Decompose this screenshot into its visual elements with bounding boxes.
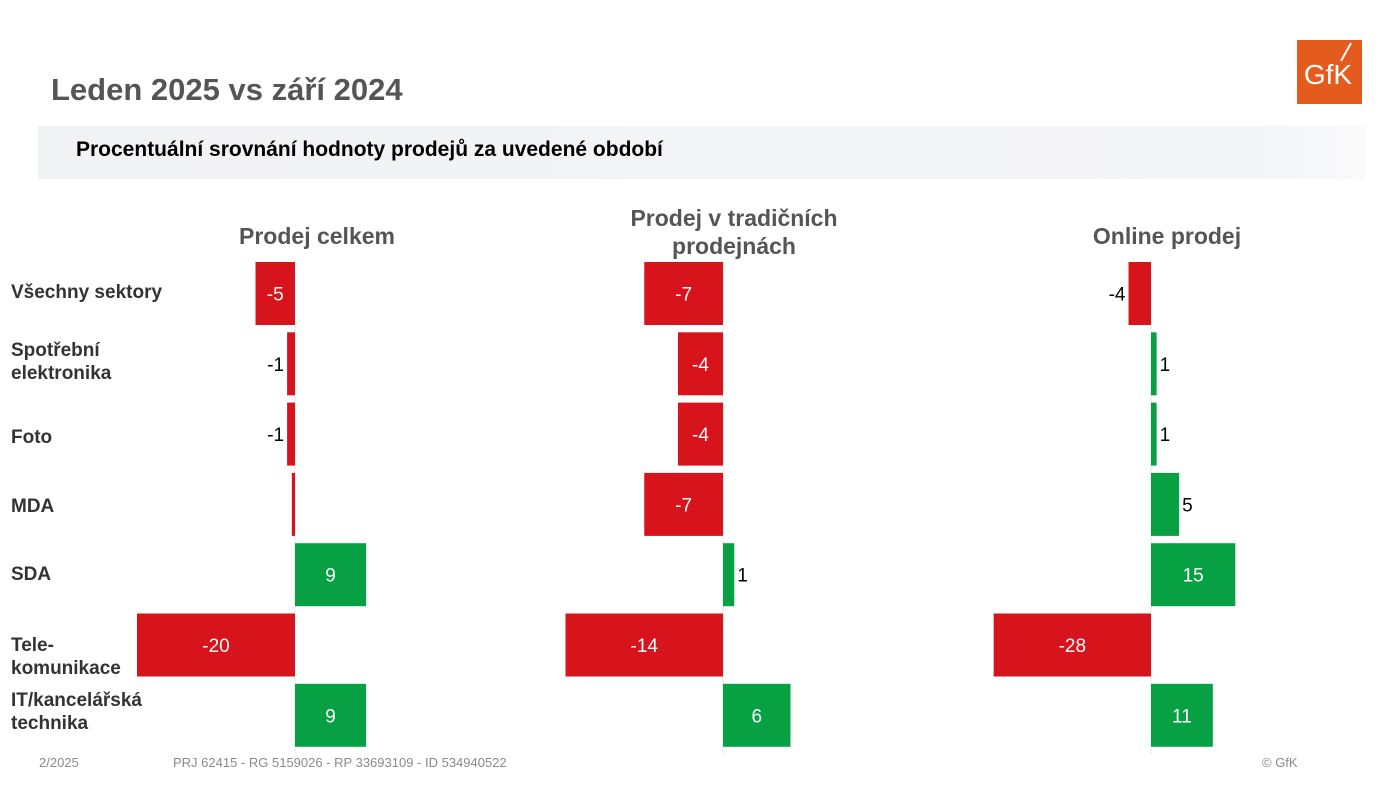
data-label-stores-4: 1 <box>737 566 748 587</box>
data-label-total-0: -5 <box>267 285 284 306</box>
chart-title-total: Prodej celkem <box>239 223 395 249</box>
footer-copyright: © GfK <box>1262 755 1298 770</box>
bar-stores-4 <box>723 543 735 607</box>
data-label-total-5: -20 <box>202 636 229 657</box>
data-label-online-4: 15 <box>1183 566 1204 587</box>
bar-stores-1 <box>678 332 723 396</box>
bar-online-6 <box>1151 683 1213 747</box>
data-label-stores-0: -7 <box>675 285 692 306</box>
page-title: Leden 2025 vs září 2024 <box>51 72 403 107</box>
row-label-mda: MDA <box>11 496 55 517</box>
bar-stores-3 <box>644 472 723 536</box>
data-label-online-3: 5 <box>1182 495 1193 516</box>
data-label-stores-1: -4 <box>692 355 709 376</box>
bar-online-4 <box>1151 543 1236 607</box>
data-label-stores-6: 6 <box>751 706 762 727</box>
bar-stores-6 <box>723 683 791 747</box>
footer-project-id: PRJ 62415 - RG 5159026 - RP 33693109 - I… <box>173 755 507 770</box>
bar-total-6 <box>295 683 367 747</box>
bar-stores-5 <box>565 613 723 677</box>
logo-text: GfK <box>1304 59 1353 90</box>
bar-online-1 <box>1151 332 1157 396</box>
row-label-consumer-electronics: Spotřební elektronika <box>11 340 112 384</box>
chart-stores: -7 -4 -4 -7 1 -14 6 <box>565 260 791 755</box>
data-label-online-1: 1 <box>1160 355 1171 376</box>
chart-total: -5 -1 -1 9 -20 9 <box>137 260 367 755</box>
footer-date: 2/2025 <box>39 755 79 770</box>
page-subtitle: Procentuální srovnání hodnoty prodejů za… <box>76 138 663 161</box>
bar-total-2 <box>287 402 295 466</box>
data-label-online-2: 1 <box>1160 425 1171 446</box>
chart-title-online: Online prodej <box>1092 223 1242 249</box>
bar-online-0 <box>1128 262 1151 325</box>
row-label-telecom: Tele- komunikace <box>11 635 121 679</box>
bar-stores-2 <box>678 402 723 466</box>
chart-title-stores: Prodej v tradičních prodejnách <box>630 205 838 259</box>
data-label-total-4: 9 <box>325 566 336 587</box>
data-label-total-1: -1 <box>267 355 284 376</box>
subtitle-band <box>38 126 1365 179</box>
row-label-sda: SDA <box>11 564 52 585</box>
bar-total-0 <box>255 262 295 325</box>
bar-online-2 <box>1151 402 1157 466</box>
data-label-total-6: 9 <box>325 706 336 727</box>
row-label-photo: Foto <box>11 427 53 448</box>
row-label-it-office: IT/kancelářská technika <box>11 690 142 734</box>
bar-total-5 <box>137 613 295 677</box>
data-label-stores-3: -7 <box>675 495 692 516</box>
data-label-online-5: -28 <box>1059 636 1086 657</box>
data-label-online-6: 11 <box>1172 706 1192 727</box>
data-label-total-2: -1 <box>267 425 284 446</box>
bar-stores-0 <box>644 262 723 325</box>
data-label-stores-5: -14 <box>631 636 659 657</box>
bar-online-3 <box>1151 472 1180 536</box>
bar-online-5 <box>993 613 1151 677</box>
row-label-all-sectors: Všechny sektory <box>11 282 163 303</box>
gfk-logo: GfK <box>1297 40 1362 104</box>
bar-total-4 <box>295 543 367 607</box>
data-label-online-0: -4 <box>1109 285 1126 306</box>
data-label-stores-2: -4 <box>692 425 709 446</box>
bar-total-3 <box>291 472 295 536</box>
bar-total-1 <box>287 332 295 396</box>
